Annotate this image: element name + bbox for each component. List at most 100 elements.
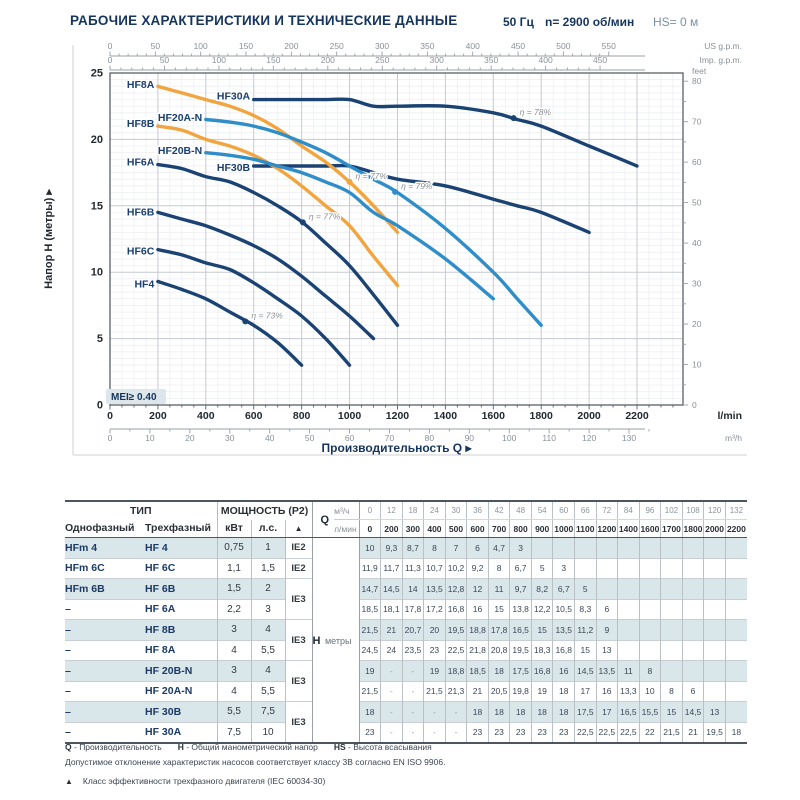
table-row: – HF 20B-N 3 4 IE3 19- -19 18,8 18,5 18 17,5 16,8 16… bbox=[65, 660, 747, 702]
svg-text:20: 20 bbox=[91, 134, 103, 146]
head-value: 8 bbox=[487, 557, 510, 579]
head-value: 18,1 bbox=[380, 598, 403, 620]
efficiency-class: IE3 bbox=[284, 578, 313, 620]
suction-height-label: HS= 0 м bbox=[653, 15, 699, 29]
q-lmin-value: 1000 bbox=[552, 519, 575, 538]
head-value: 18,5 bbox=[358, 598, 381, 620]
svg-text:Производительность Q ▸: Производительность Q ▸ bbox=[322, 441, 473, 455]
head-value: 20,5 bbox=[487, 680, 510, 702]
svg-text:50: 50 bbox=[305, 433, 315, 443]
curve-HF30B bbox=[252, 163, 591, 235]
svg-text:US g.p.m.: US g.p.m. bbox=[704, 41, 742, 51]
power-kw: 3 bbox=[216, 619, 252, 640]
col-group-type: ТИП bbox=[130, 504, 152, 517]
three-phase-model: HF 20B-N bbox=[145, 660, 218, 681]
head-value: - bbox=[444, 701, 467, 722]
head-value bbox=[638, 619, 661, 640]
svg-text:130: 130 bbox=[622, 433, 636, 443]
svg-text:40: 40 bbox=[265, 433, 275, 443]
curve-HF30A bbox=[252, 97, 639, 168]
head-value bbox=[703, 680, 726, 702]
head-value: 12,2 bbox=[530, 598, 553, 620]
head-value: 13,3 bbox=[617, 680, 640, 702]
table-row: HFm 4 HF 4 0,75 1 IE2 H метры 10 9,3 8,7 8 7 6 4,7 3 bbox=[65, 537, 747, 743]
head-value: 16,8 bbox=[552, 639, 575, 661]
svg-text:550: 550 bbox=[602, 41, 616, 51]
svg-text:400: 400 bbox=[466, 41, 480, 51]
rpm-label: n= 2900 об/мин bbox=[545, 15, 635, 29]
q-m3h-value: 102 bbox=[660, 501, 683, 520]
head-value: 14,7 bbox=[358, 578, 381, 599]
legend-h: H - Общий манометрический напор bbox=[177, 742, 318, 752]
svg-text:1400: 1400 bbox=[434, 410, 458, 422]
triangle-icon: ▲ bbox=[65, 776, 73, 786]
curve-label-HF20B-N: HF20B-N bbox=[158, 145, 202, 157]
head-value: 15 bbox=[660, 701, 683, 722]
three-phase-model: HF 6A bbox=[145, 598, 218, 620]
q-lmin-value: 1100 bbox=[574, 519, 597, 538]
head-value: 21,5 bbox=[660, 721, 683, 743]
efficiency-class: IE3 bbox=[284, 660, 313, 702]
q-m3h-value: 12 bbox=[380, 501, 403, 520]
head-value: - bbox=[401, 660, 424, 681]
svg-text:450: 450 bbox=[593, 55, 607, 65]
head-value: - bbox=[380, 660, 403, 681]
head-value: 3 bbox=[552, 557, 575, 579]
head-value: 17 bbox=[574, 680, 597, 702]
svg-text:2200: 2200 bbox=[625, 410, 649, 422]
curves bbox=[156, 84, 639, 367]
head-value bbox=[703, 537, 726, 558]
power-kw: 4 bbox=[216, 639, 252, 661]
table-row: – HF 30A 7,5 10 23- - - -23 23 23 23 23 22,5 22,5 22,5… bbox=[65, 721, 747, 743]
head-value: 19,5 bbox=[703, 721, 726, 743]
svg-text:120: 120 bbox=[582, 433, 596, 443]
svg-text:50: 50 bbox=[151, 41, 161, 51]
head-value: 11 bbox=[617, 660, 640, 681]
head-value: 11,9 bbox=[358, 557, 381, 579]
head-value: 19 bbox=[358, 660, 381, 681]
col-kw: кВт bbox=[216, 519, 252, 538]
curve-label-HF4: HF4 bbox=[134, 279, 154, 291]
svg-text:100: 100 bbox=[502, 433, 516, 443]
head-value: 12 bbox=[466, 578, 489, 599]
head-value: 21 bbox=[681, 721, 704, 743]
head-value: 22,5 bbox=[574, 721, 597, 743]
head-value: 15,5 bbox=[638, 701, 661, 722]
head-value: 23,5 bbox=[401, 639, 424, 661]
head-value: 16 bbox=[595, 680, 618, 702]
table-row: – HF 20A-N 4 5,5 21,5- -21,5 21,3 21 20,5 19,8 19 1… bbox=[65, 680, 747, 702]
q-unit-lmin: л/мин bbox=[334, 523, 357, 534]
head-value: 18 bbox=[466, 701, 489, 722]
head-value: 17,2 bbox=[423, 598, 446, 620]
head-value: 18,8 bbox=[466, 619, 489, 640]
head-value: 14,5 bbox=[681, 701, 704, 722]
svg-text:50: 50 bbox=[692, 198, 702, 208]
power-kw: 0,75 bbox=[216, 537, 252, 558]
svg-text:250: 250 bbox=[330, 41, 344, 51]
svg-text:20: 20 bbox=[185, 433, 195, 443]
top-rulers: 0 50 100 150 200 250 300 350 400 450 500 550 US g.p.… bbox=[108, 41, 742, 71]
head-value: 7 bbox=[444, 537, 467, 558]
head-value: 23 bbox=[487, 721, 510, 743]
head-value bbox=[660, 660, 683, 681]
svg-text:Напор H (метры) ▸: Напор H (метры) ▸ bbox=[43, 189, 55, 289]
svg-text:15: 15 bbox=[91, 200, 103, 212]
col-efficiency-class: ▲ bbox=[284, 519, 313, 538]
head-value bbox=[724, 578, 747, 599]
q-m3h-value: 48 bbox=[509, 501, 532, 520]
svg-text:60: 60 bbox=[345, 433, 355, 443]
power-hp: 3 bbox=[250, 598, 286, 620]
head-value: 13 bbox=[595, 639, 618, 661]
q-m3h-value: 132 bbox=[724, 501, 747, 520]
head-value: 10 bbox=[638, 680, 661, 702]
head-value: 8,3 bbox=[574, 598, 597, 620]
q-m3h-value: 0 bbox=[358, 501, 381, 520]
curve-labels: HF4 HF6C HF6B HF6A HF30B HF30A HF8A HF8B HF20A-N… bbox=[125, 77, 252, 292]
svg-text:50: 50 bbox=[160, 55, 170, 65]
q-label: Q bbox=[320, 513, 330, 526]
legend-q: Q - Производительность bbox=[65, 742, 162, 752]
col-hp: л.с. bbox=[250, 519, 286, 538]
head-value bbox=[703, 557, 726, 579]
three-phase-model: HF 20A-N bbox=[145, 680, 218, 702]
